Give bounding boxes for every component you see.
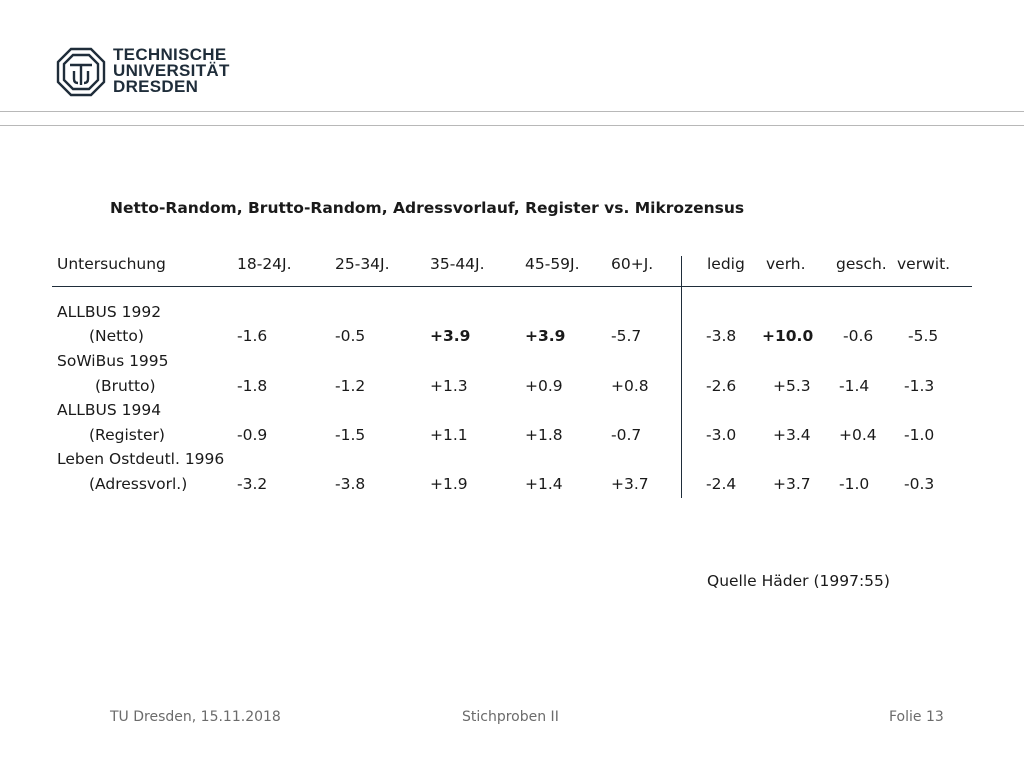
cell-value: +3.4: [773, 426, 811, 444]
cell-value-bold: +3.9: [525, 327, 566, 345]
header-35-44: 35-44J.: [430, 255, 485, 273]
cell-value: +0.8: [611, 377, 649, 395]
cell-value: +0.9: [525, 377, 563, 395]
cell-value: -1.2: [335, 377, 366, 395]
cell-value: -0.6: [843, 327, 874, 345]
cell-value: -0.9: [237, 426, 268, 444]
cell-value: -3.8: [335, 475, 366, 493]
cell-value: -0.5: [335, 327, 366, 345]
table-header-divider: [52, 286, 972, 287]
cell-value: -5.5: [908, 327, 939, 345]
logo-line-1: TECHNISCHE: [113, 45, 227, 64]
cell-value: -0.3: [904, 475, 935, 493]
cell-value: +3.7: [611, 475, 649, 493]
cell-value: -1.0: [839, 475, 870, 493]
footer-slide-number: Folie 13: [889, 709, 944, 725]
tu-dresden-logo: TECHNISCHE UNIVERSITÄT DRESDEN: [56, 46, 229, 99]
header-18-24: 18-24J.: [237, 255, 292, 273]
cell-value: -2.6: [706, 377, 737, 395]
tu-logo-icon: [56, 47, 106, 97]
row-study: Leben Ostdeutl. 1996: [57, 450, 225, 468]
row-study: SoWiBus 1995: [57, 352, 169, 370]
cell-value: -2.4: [706, 475, 737, 493]
cell-value: -3.8: [706, 327, 737, 345]
cell-value: +1.9: [430, 475, 468, 493]
row-study: ALLBUS 1994: [57, 401, 162, 419]
cell-value: +3.7: [773, 475, 811, 493]
slide-title: Netto-Random, Brutto-Random, Adressvorla…: [110, 199, 745, 217]
source-citation: Quelle Häder (1997:55): [707, 572, 890, 590]
cell-value: +1.3: [430, 377, 468, 395]
cell-value: -1.0: [904, 426, 935, 444]
cell-value: -0.7: [611, 426, 642, 444]
row-type: (Register): [89, 426, 165, 444]
cell-value-bold: +10.0: [762, 327, 814, 345]
header-verh: verh.: [766, 255, 806, 273]
cell-value-bold: +3.9: [430, 327, 471, 345]
cell-value: -3.0: [706, 426, 737, 444]
header-untersuchung: Untersuchung: [57, 255, 166, 273]
cell-value: -1.4: [839, 377, 870, 395]
cell-value: +1.1: [430, 426, 468, 444]
table-column-divider: [681, 256, 682, 498]
footer-date: TU Dresden, 15.11.2018: [110, 709, 281, 725]
cell-value: -5.7: [611, 327, 642, 345]
row-type: (Netto): [89, 327, 144, 345]
header-rule-bottom: [0, 125, 1024, 126]
cell-value: -1.5: [335, 426, 366, 444]
header-verwit: verwit.: [897, 255, 951, 273]
cell-value: -1.8: [237, 377, 268, 395]
cell-value: -1.3: [904, 377, 935, 395]
row-type: (Brutto): [95, 377, 156, 395]
logo-line-2: UNIVERSITÄT: [113, 61, 230, 80]
cell-value: -3.2: [237, 475, 268, 493]
row-type: (Adressvorl.): [89, 475, 188, 493]
cell-value: -1.6: [237, 327, 268, 345]
header-ledig: ledig: [707, 255, 745, 273]
cell-value: +5.3: [773, 377, 811, 395]
header-rule-top: [0, 111, 1024, 112]
header-25-34: 25-34J.: [335, 255, 390, 273]
header-45-59: 45-59J.: [525, 255, 580, 273]
logo-line-3: DRESDEN: [113, 77, 199, 96]
header-60plus: 60+J.: [611, 255, 654, 273]
footer-course: Stichproben II: [462, 709, 559, 725]
cell-value: +0.4: [839, 426, 877, 444]
cell-value: +1.8: [525, 426, 563, 444]
row-study: ALLBUS 1992: [57, 303, 162, 321]
header-gesch: gesch.: [836, 255, 887, 273]
logo-wordmark: TECHNISCHE UNIVERSITÄT DRESDEN: [113, 45, 230, 96]
cell-value: +1.4: [525, 475, 563, 493]
